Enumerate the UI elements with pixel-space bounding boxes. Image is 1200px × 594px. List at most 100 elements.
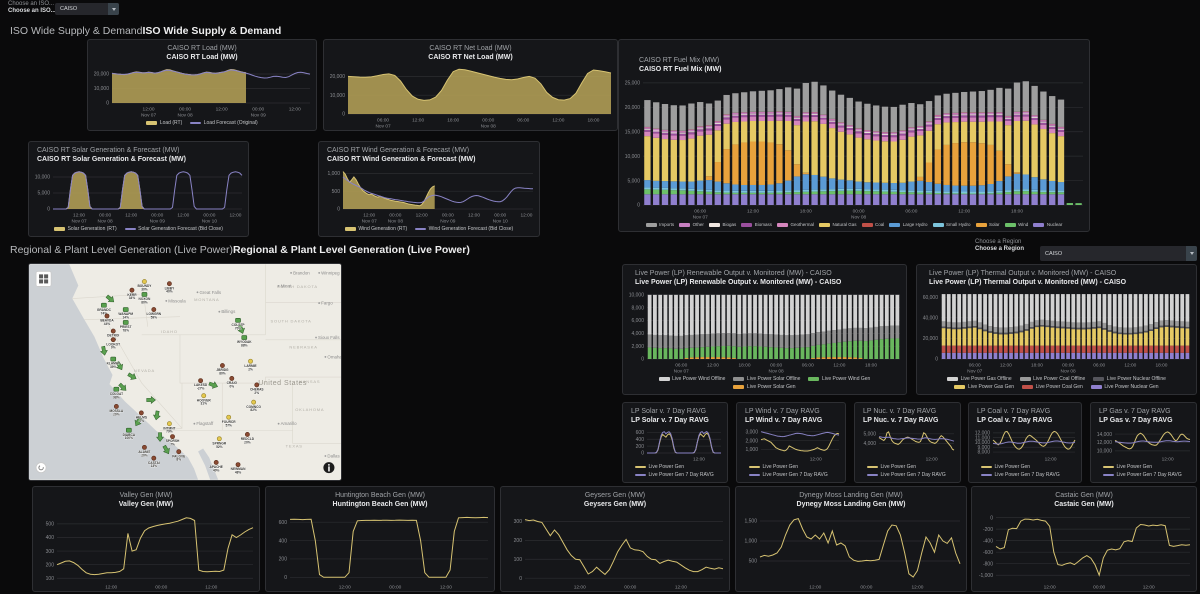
transmission-arrow-icon[interactable]: [105, 294, 116, 305]
region-select[interactable]: CAISO: [1040, 246, 1197, 261]
legend-item[interactable]: Solar Generation Forecast (Bid Close): [124, 226, 223, 232]
legend-item[interactable]: Live Power Gen 7 Day RAVG: [635, 472, 714, 478]
plant-marker[interactable]: LAKESD-27%: [194, 378, 208, 391]
legend-item[interactable]: Live Power Gas Gen: [954, 384, 1014, 390]
panel-title[interactable]: CAISO RT Wind Generation & Forecast (MW)…: [327, 147, 476, 164]
transmission-arrow-icon[interactable]: [115, 360, 125, 371]
legend-item[interactable]: Solar: [975, 222, 1000, 227]
chevron-down-icon[interactable]: [1186, 246, 1197, 261]
panel-title[interactable]: Valley Gen (MW) Valley Gen (MW): [118, 492, 174, 509]
legend-item[interactable]: Geothermal: [776, 222, 814, 227]
legend-item[interactable]: Biogas: [708, 222, 736, 227]
legend-item[interactable]: Live Power Gen: [981, 464, 1030, 470]
legend-item[interactable]: Live Power Wind Offline: [658, 376, 725, 382]
panel-title[interactable]: CAISO RT Net Load (MW) CAISO RT Net Load…: [428, 45, 513, 62]
legend-item[interactable]: Live Power Nuclear Offline: [1093, 376, 1166, 382]
map-layers-button[interactable]: [35, 270, 52, 287]
legend-item[interactable]: Live Power Gen 7 Day RAVG: [749, 472, 828, 478]
legend-item[interactable]: Large Hydro: [889, 222, 928, 227]
panel-title[interactable]: Geysers Gen (MW) Geysers Gen (MW): [583, 492, 647, 509]
transmission-arrow-icon[interactable]: [208, 380, 219, 389]
iso-select[interactable]: CAISO: [55, 3, 119, 15]
map[interactable]: MONTANA IDAHO NORTH DAKOTA SOUTH DAKOTA NEBR…: [29, 264, 341, 480]
plant-marker[interactable]: HELMS-7%: [135, 410, 148, 423]
panel-title[interactable]: Castaic Gen (MW) Castaic Gen (MW): [1054, 492, 1114, 509]
panel-title[interactable]: LP Gas v. 7 Day RAVG LP Gas v. 7 Day RAV…: [1099, 408, 1173, 425]
legend-item[interactable]: Live Power Gen: [867, 464, 916, 470]
transmission-arrow-icon[interactable]: [133, 416, 143, 427]
legend-item[interactable]: Imports: [645, 222, 674, 227]
legend-item[interactable]: Live Power Coal Offline: [1019, 376, 1085, 382]
legend-item[interactable]: Live Power Gen: [635, 464, 684, 470]
legend-item[interactable]: Small Hydro: [932, 222, 971, 227]
legend-item[interactable]: Nuclear: [1033, 222, 1062, 227]
legend-item[interactable]: Wind Generation Forecast (Bid Close): [415, 226, 513, 232]
transmission-arrow-icon[interactable]: [146, 396, 156, 404]
legend-item[interactable]: Coal: [861, 222, 884, 227]
transmission-arrow-icon[interactable]: [117, 382, 128, 393]
legend-item[interactable]: Wind Generation (RT): [344, 226, 407, 232]
transmission-arrow-icon[interactable]: [237, 324, 246, 335]
legend-item[interactable]: Load (RT): [146, 120, 182, 126]
panel-title[interactable]: CAISO RT Load (MW) CAISO RT Load (MW): [166, 45, 238, 62]
legend-item[interactable]: Live Power Gen: [749, 464, 798, 470]
panel-title[interactable]: CAISO RT Fuel Mix (MW) CAISO RT Fuel Mix…: [639, 57, 722, 74]
legend-item[interactable]: Live Power Gen: [1103, 464, 1152, 470]
panel-title[interactable]: Dynegy Moss Landing Gen (MW) Dynegy Moss…: [796, 492, 906, 509]
legend-item[interactable]: Live Power Solar Gen: [733, 384, 796, 390]
legend-item[interactable]: Live Power Gen 7 Day RAVG: [867, 472, 946, 478]
panel-title[interactable]: CAISO RT Solar Generation & Forecast (MW…: [37, 147, 186, 164]
map-attribution-icon[interactable]: [35, 462, 47, 474]
panel-title[interactable]: LP Wind v. 7 Day RAVG LP Wind v. 7 Day R…: [745, 408, 823, 425]
legend-item[interactable]: Live Power Gen 7 Day RAVG: [981, 472, 1060, 478]
legend-item[interactable]: Live Power Gen 7 Day RAVG: [1103, 472, 1182, 478]
chevron-down-icon[interactable]: [108, 3, 119, 15]
legend-item[interactable]: Biomass: [741, 222, 772, 227]
map-info-button[interactable]: [323, 462, 335, 474]
transmission-arrow-icon[interactable]: [127, 371, 138, 381]
panel-title[interactable]: LP Nuc. v. 7 Day RAVG LP Nuc. v. 7 Day R…: [863, 408, 939, 425]
legend-item[interactable]: Load Forecast (Original): [190, 120, 258, 126]
legend-item[interactable]: Solar Generation (RT): [54, 226, 117, 232]
transmission-arrow-icon[interactable]: [156, 432, 164, 442]
transmission-arrow-icon[interactable]: [100, 345, 108, 356]
legend-item[interactable]: Live Power Solar Offline: [733, 376, 800, 382]
panel-title[interactable]: LP Coal v. 7 Day RAVG LP Coal v. 7 Day R…: [977, 408, 1053, 425]
legend-item[interactable]: Live Power Gas Offline: [947, 376, 1012, 382]
legend-item[interactable]: Wind: [1004, 222, 1028, 227]
legend-item[interactable]: Natural Gas: [818, 222, 857, 227]
panel-title[interactable]: Live Power (LP) Renewable Output v. Moni…: [635, 270, 842, 287]
panel-title[interactable]: Live Power (LP) Thermal Output v. Monito…: [929, 270, 1127, 287]
